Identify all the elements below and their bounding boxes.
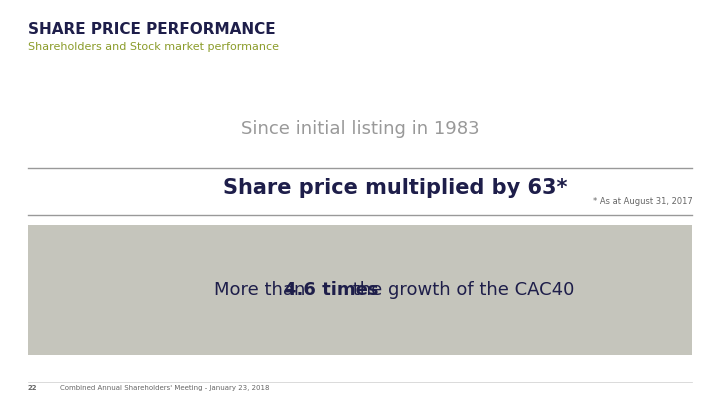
Text: More than: More than bbox=[214, 281, 311, 299]
Bar bbox=[28, 225, 692, 355]
Text: 4.6 times: 4.6 times bbox=[284, 281, 379, 299]
Text: 22: 22 bbox=[28, 385, 37, 391]
Text: Shareholders and Stock market performance: Shareholders and Stock market performanc… bbox=[28, 42, 279, 52]
Text: Since initial listing in 1983: Since initial listing in 1983 bbox=[240, 120, 480, 138]
Text: Share price multiplied by 63*: Share price multiplied by 63* bbox=[222, 178, 567, 198]
Text: Combined Annual Shareholders' Meeting - January 23, 2018: Combined Annual Shareholders' Meeting - … bbox=[60, 385, 269, 391]
Text: the growth of the CAC40: the growth of the CAC40 bbox=[347, 281, 575, 299]
Text: * As at August 31, 2017: * As at August 31, 2017 bbox=[593, 197, 693, 206]
Text: SHARE PRICE PERFORMANCE: SHARE PRICE PERFORMANCE bbox=[28, 22, 276, 37]
